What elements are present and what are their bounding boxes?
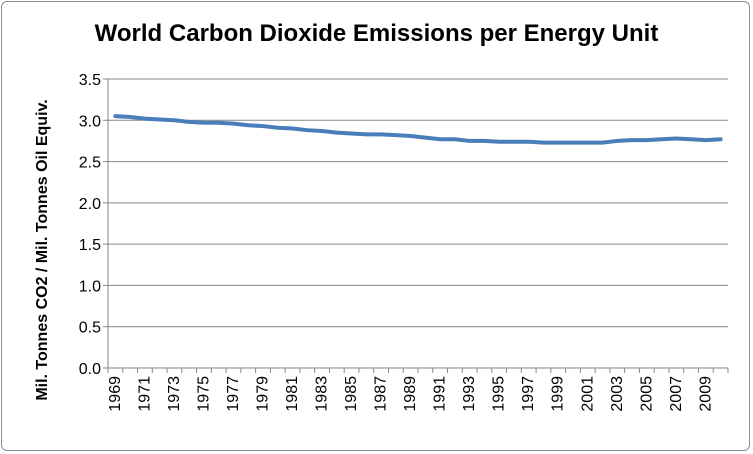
- x-tick-label: 2001: [579, 376, 596, 412]
- series-line: [113, 114, 723, 145]
- x-tick-label: 2005: [638, 376, 655, 412]
- x-tick-label: 2007: [668, 376, 685, 412]
- x-tick-label: 1985: [343, 376, 360, 412]
- y-tick-label: 2.5: [79, 155, 101, 172]
- x-tick-label: 1981: [284, 376, 301, 412]
- y-tick-label: 0.5: [79, 320, 101, 337]
- x-tick-label: 1983: [314, 376, 331, 412]
- x-tick-label: 1977: [225, 376, 242, 412]
- x-tick-label: 1973: [166, 376, 183, 412]
- y-tick-label: 3.0: [79, 113, 101, 130]
- x-tick-label: 2003: [609, 376, 626, 412]
- y-tick-label: 3.5: [79, 72, 101, 89]
- y-tick-label: 1.0: [79, 278, 101, 295]
- x-tick-label: 1975: [195, 376, 212, 412]
- x-tick-label: 1969: [107, 376, 124, 412]
- chart-title: World Carbon Dioxide Emissions per Energ…: [94, 20, 659, 47]
- x-tick-label: 1991: [432, 376, 449, 412]
- axes: [103, 78, 729, 373]
- y-tick-label: 0.0: [79, 361, 101, 378]
- tick-labels: 0.0 0.5 1.0 1.5 2.0 2.5 3.0 3.5 1969 1971 1973 1975…: [79, 72, 715, 412]
- x-tick-label: 1979: [255, 376, 272, 412]
- x-tick-label: 2009: [697, 376, 714, 412]
- y-tick-label: 2.0: [79, 196, 101, 213]
- x-tick-label: 1997: [520, 376, 537, 412]
- x-tick-label: 1995: [491, 376, 508, 412]
- x-tick-label: 1989: [402, 376, 419, 412]
- x-tick-label: 1971: [136, 376, 153, 412]
- gridlines: [108, 78, 728, 328]
- series-layer: [113, 114, 723, 145]
- x-tick-label: 1987: [373, 376, 390, 412]
- x-tick-label: 1999: [550, 376, 567, 412]
- x-tick-label: 1993: [461, 376, 478, 412]
- y-tick-label: 1.5: [79, 237, 101, 254]
